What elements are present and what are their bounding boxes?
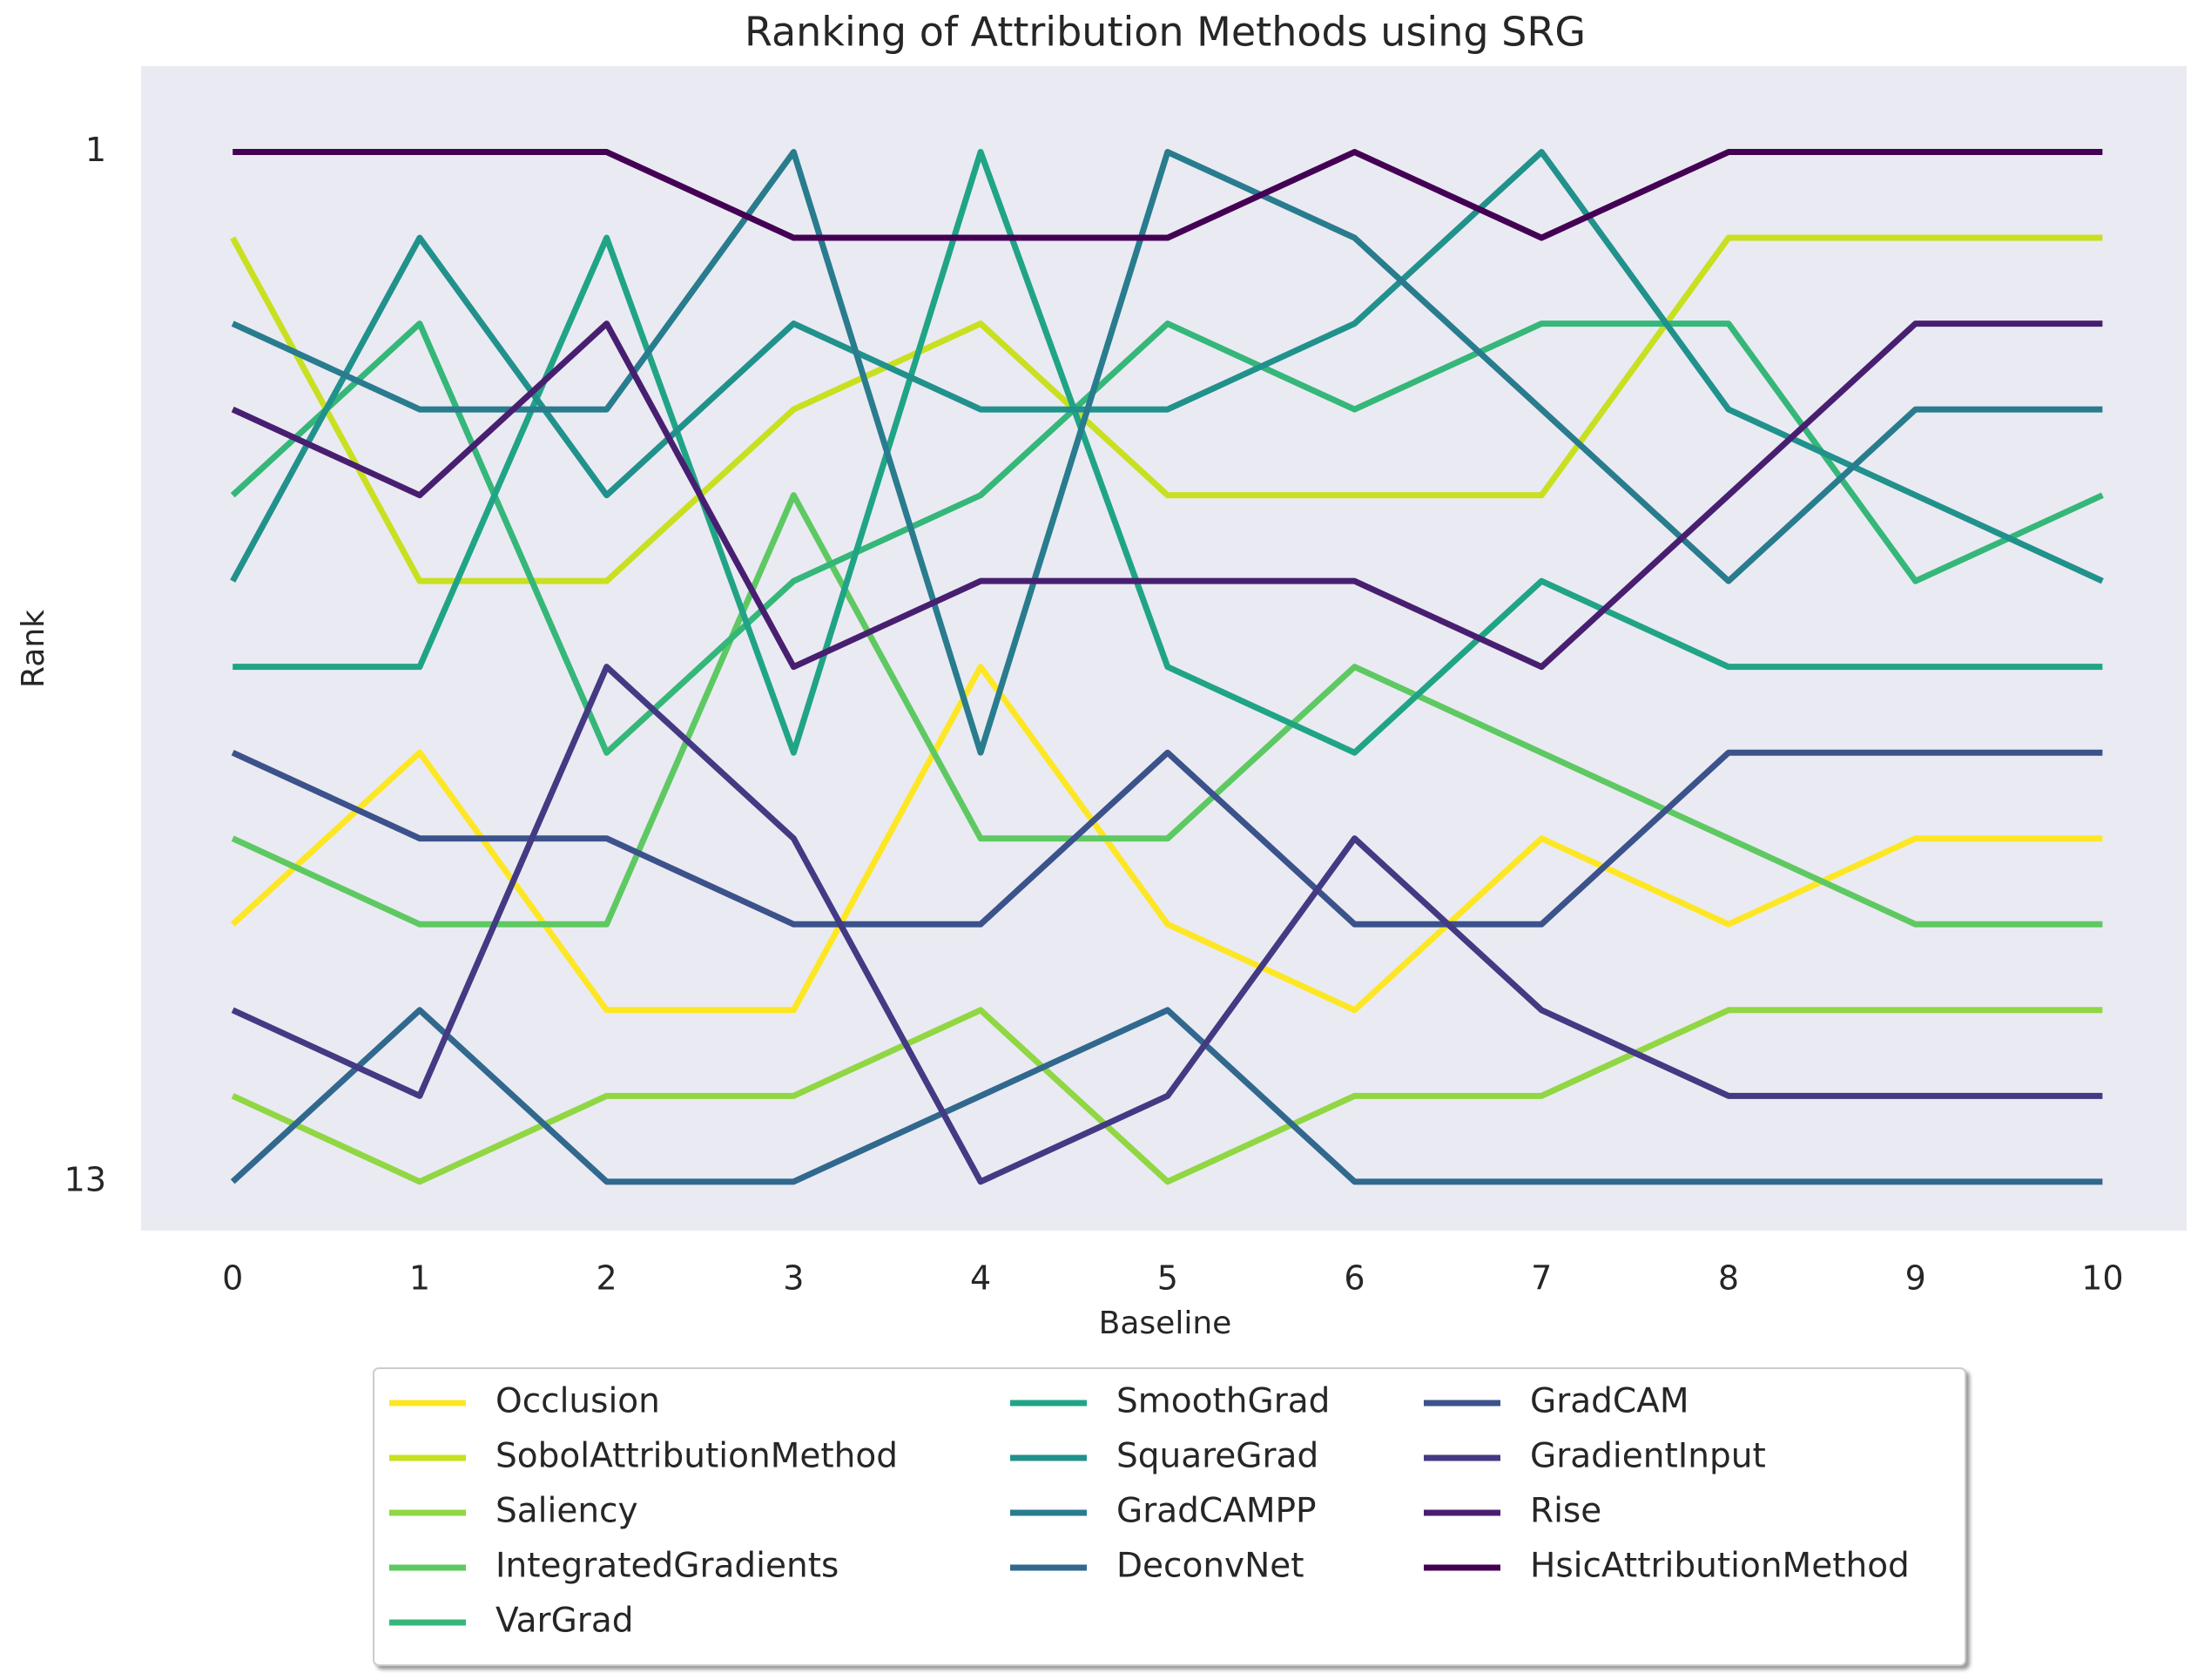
series-line [233,149,2103,241]
legend-label: Occlusion [495,1382,660,1421]
legend-label: HsicAttributionMethod [1530,1547,1910,1586]
x-tick-label: 10 [2081,1259,2123,1298]
y-axis-label: Rank [16,610,51,688]
x-tick-label: 0 [222,1259,243,1298]
x-tick-label: 7 [1531,1259,1552,1298]
series-line [230,1007,2103,1185]
series-line [230,320,2104,756]
chart-title: Ranking of Attribution Methods using SRG [745,9,1586,56]
legend-label: GradientInput [1530,1437,1766,1476]
legend-label: IntegratedGradients [495,1547,839,1586]
legend-label: DeconvNet [1116,1547,1304,1586]
x-axis-label: Baseline [1099,1306,1232,1341]
series-line [231,749,2103,928]
legend-label: VarGrad [495,1602,634,1641]
x-tick-label: 9 [1905,1259,1926,1298]
legend-label: GradCAM [1530,1382,1689,1421]
y-tick-label: 13 [64,1160,106,1198]
series-line [231,320,2103,671]
legend [373,1367,1966,1666]
legend-label: GradCAMPP [1116,1492,1317,1531]
legend-label: Saliency [495,1492,638,1531]
legend-label: SobolAttributionMethod [495,1437,898,1476]
x-tick-label: 2 [597,1259,617,1298]
legend-label: SquareGrad [1116,1437,1318,1476]
x-tick-label: 4 [970,1259,991,1298]
y-tick-label: 1 [85,131,106,169]
x-tick-label: 6 [1344,1259,1365,1298]
x-tick-label: 1 [409,1259,430,1298]
x-tick-label: 3 [783,1259,804,1298]
x-tick-label: 8 [1718,1259,1739,1298]
legend-label: SmoothGrad [1116,1382,1330,1421]
x-tick-label: 5 [1157,1259,1178,1298]
series-line [230,234,2103,584]
series-line [231,149,2103,756]
legend-label: Rise [1530,1492,1601,1531]
series-line [231,492,2103,928]
series-line [231,664,2103,1185]
